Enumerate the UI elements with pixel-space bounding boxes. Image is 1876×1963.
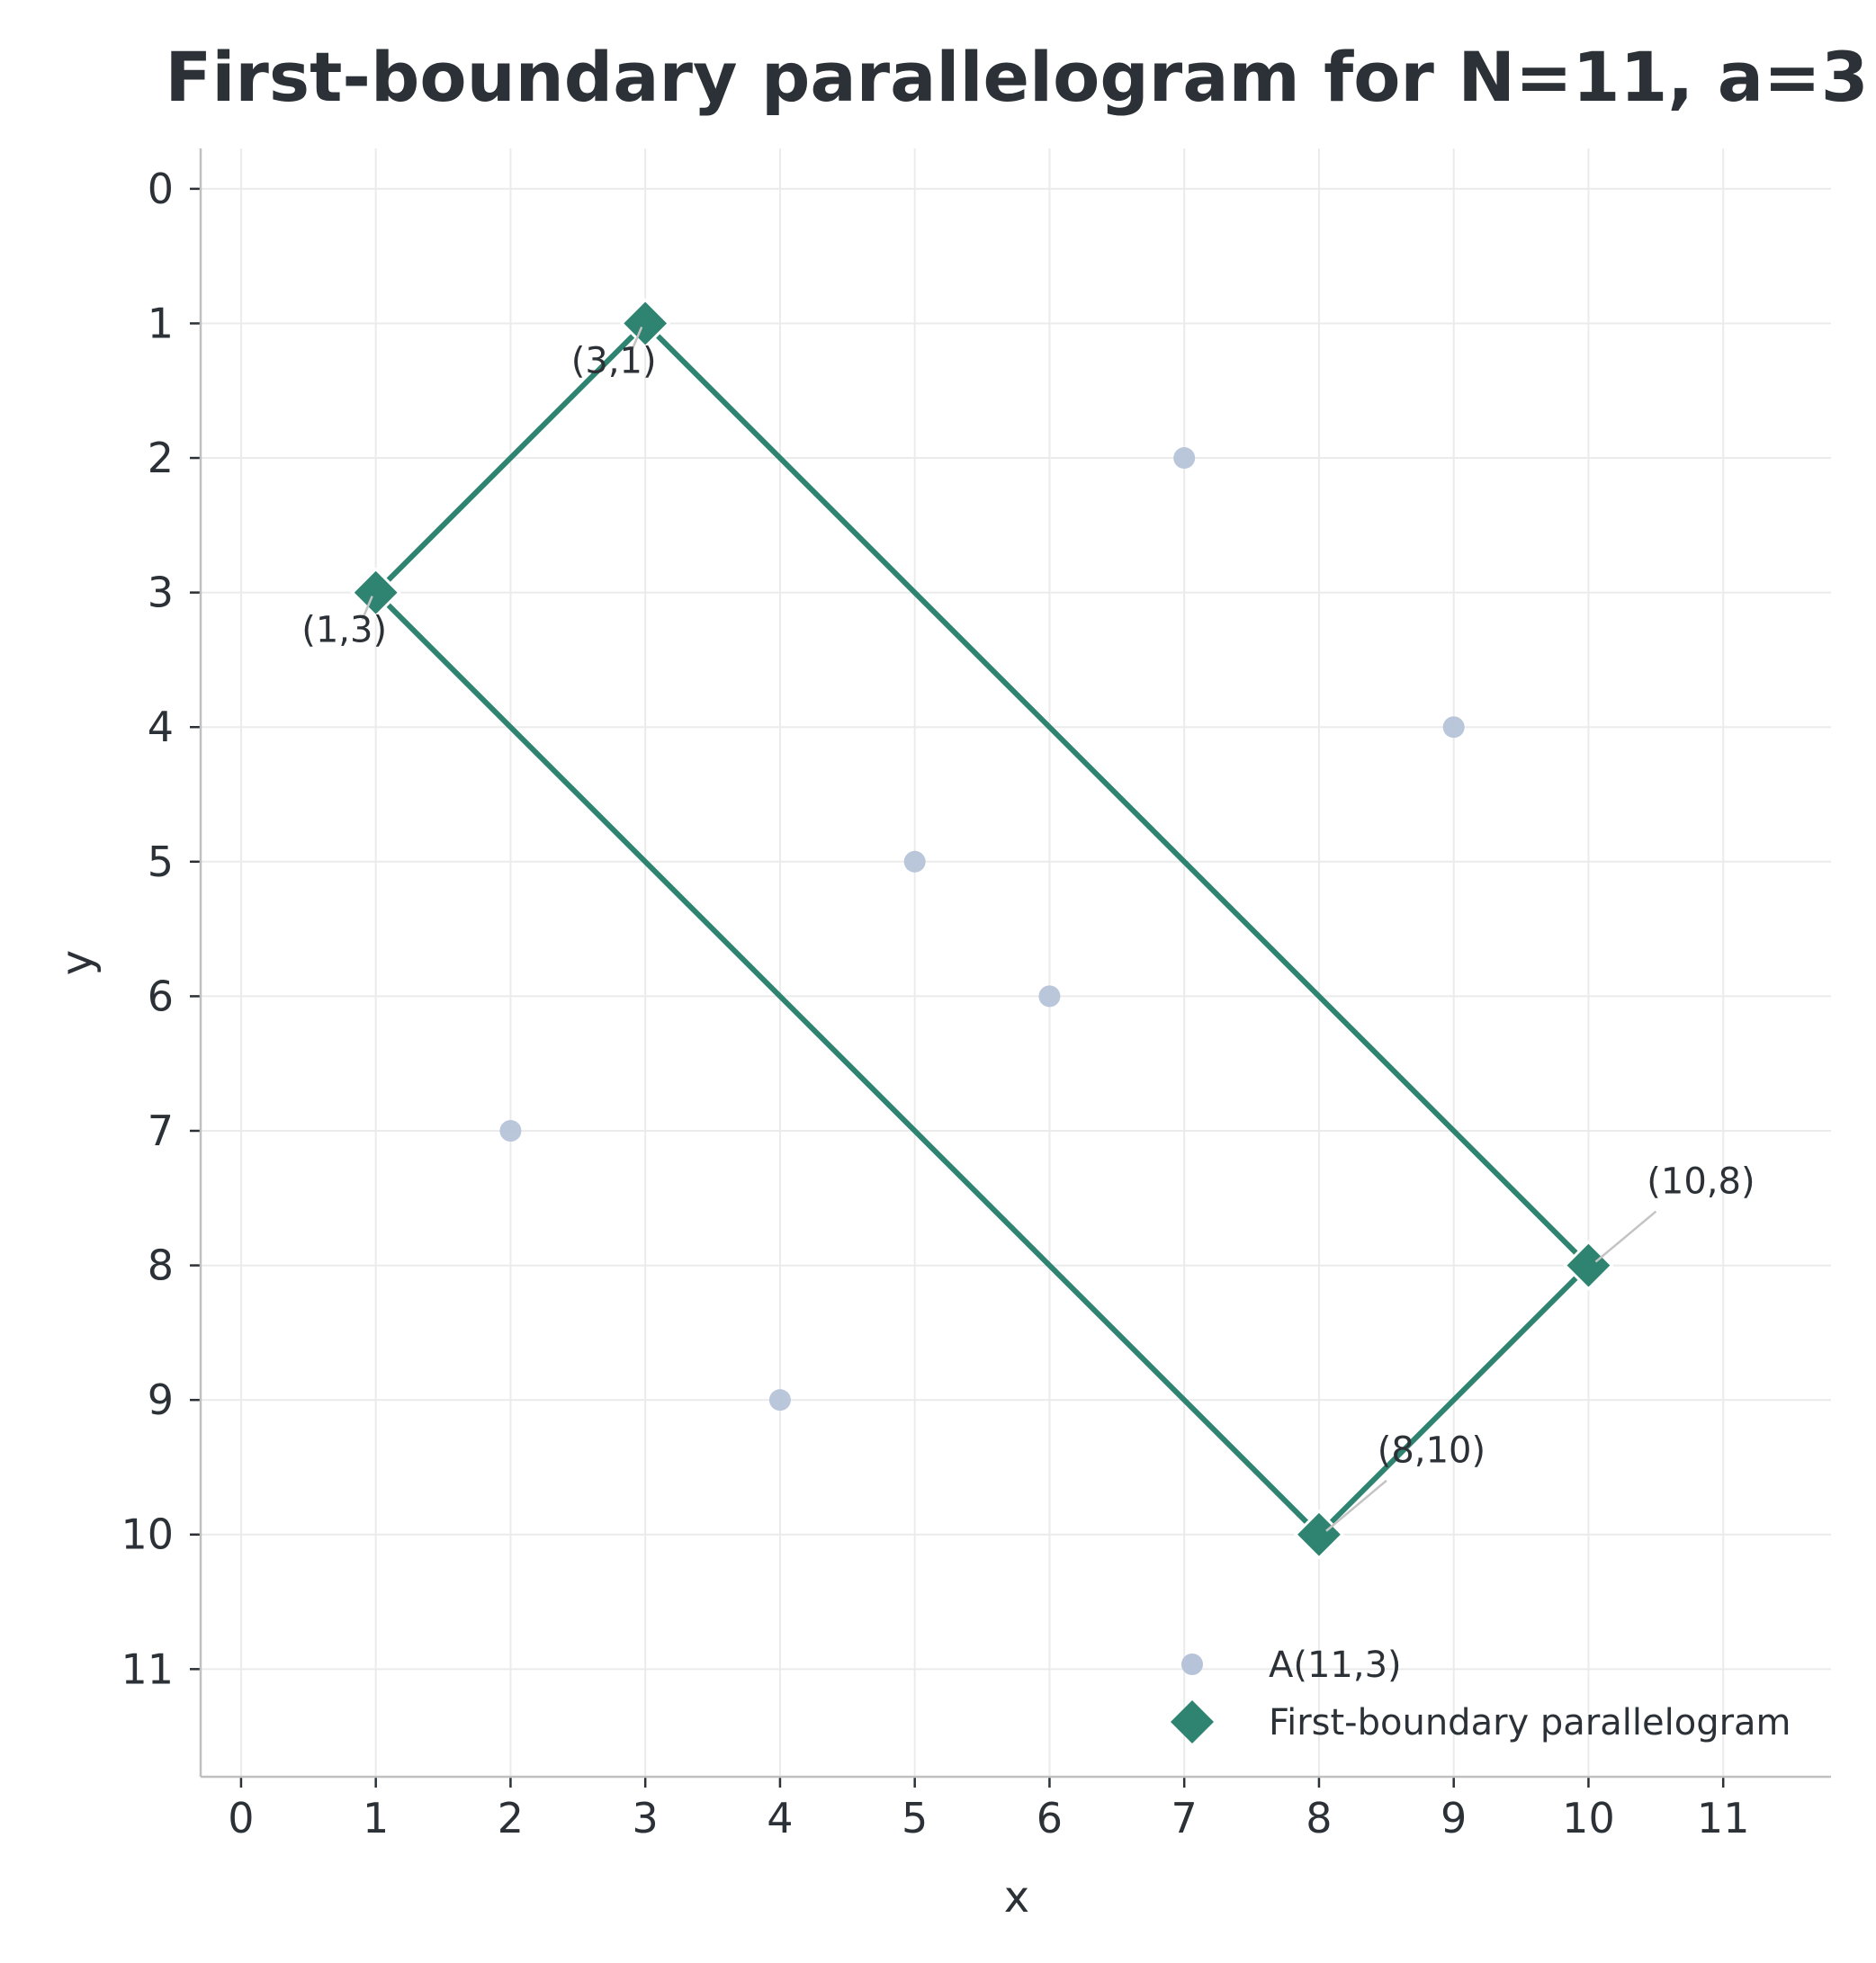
annotation-label: (10,8) <box>1647 1161 1755 1203</box>
x-tick-label: 2 <box>498 1794 524 1842</box>
vertex-marker <box>350 567 401 618</box>
x-tick-label: 10 <box>1562 1794 1615 1842</box>
annotation-arrow <box>361 596 373 621</box>
y-tick-label: 7 <box>148 1107 174 1155</box>
axis-layer: 0 1 2 3 4 5 6 7 8 9 10 11 0 1 2 3 4 5 6 7 8 9 10 11 <box>121 148 1831 1842</box>
x-tick-label: 0 <box>228 1794 254 1842</box>
y-tick-label: 3 <box>148 569 174 617</box>
x-tick-label: 11 <box>1697 1794 1750 1842</box>
grid-layer <box>201 148 1831 1777</box>
series-layer <box>350 298 1614 1560</box>
annotation-layer: (1,3) (3,1) (10,8) (8,10) <box>301 326 1755 1532</box>
y-tick-label: 0 <box>148 165 174 213</box>
vertex-marker <box>620 298 671 349</box>
y-axis-label: y <box>52 950 103 975</box>
y-tick-label: 2 <box>148 434 174 482</box>
y-tick-label: 4 <box>148 703 174 751</box>
x-tick-label: 9 <box>1441 1794 1467 1842</box>
legend: A(11,3) First-boundary parallelogram <box>1171 1645 1791 1743</box>
y-tick-label: 6 <box>148 972 174 1020</box>
x-tick-label: 3 <box>633 1794 659 1842</box>
annotation-arrow <box>1594 1210 1657 1263</box>
x-tick-label: 6 <box>1037 1794 1063 1842</box>
data-point <box>768 1389 791 1412</box>
annotation-label: (1,3) <box>301 610 387 651</box>
annotation-arrow <box>1325 1479 1387 1532</box>
x-tick-label: 8 <box>1306 1794 1332 1842</box>
vertex-marker <box>1563 1240 1614 1291</box>
parallelogram-outline <box>372 319 1593 1538</box>
y-tick-label: 10 <box>121 1510 174 1559</box>
annotation-label: (8,10) <box>1378 1430 1486 1472</box>
data-point <box>1038 985 1061 1008</box>
y-tick-label: 9 <box>148 1376 174 1424</box>
legend-marker-circle <box>1181 1654 1203 1675</box>
annotation-arrow <box>631 326 643 351</box>
x-axis-label: x <box>1004 1872 1029 1923</box>
x-tick-label: 5 <box>902 1794 928 1842</box>
data-point <box>903 850 926 873</box>
annotation-label: (3,1) <box>571 340 657 381</box>
y-tick-label: 5 <box>148 838 174 886</box>
legend-label: A(11,3) <box>1269 1645 1402 1686</box>
x-tick-label: 7 <box>1171 1794 1198 1842</box>
data-point <box>1173 447 1196 470</box>
chart-title: First-boundary parallelogram for N=11, a… <box>165 37 1868 117</box>
vertex-marker <box>1293 1509 1345 1560</box>
data-point <box>1442 716 1465 739</box>
legend-label: First-boundary parallelogram <box>1269 1702 1791 1743</box>
y-tick-label: 8 <box>148 1241 174 1290</box>
legend-marker-diamond <box>1171 1700 1214 1743</box>
y-tick-label: 1 <box>148 299 174 347</box>
y-tick-label: 11 <box>121 1645 174 1693</box>
x-tick-label: 1 <box>363 1794 389 1842</box>
data-point <box>499 1119 522 1142</box>
x-tick-label: 4 <box>767 1794 793 1842</box>
